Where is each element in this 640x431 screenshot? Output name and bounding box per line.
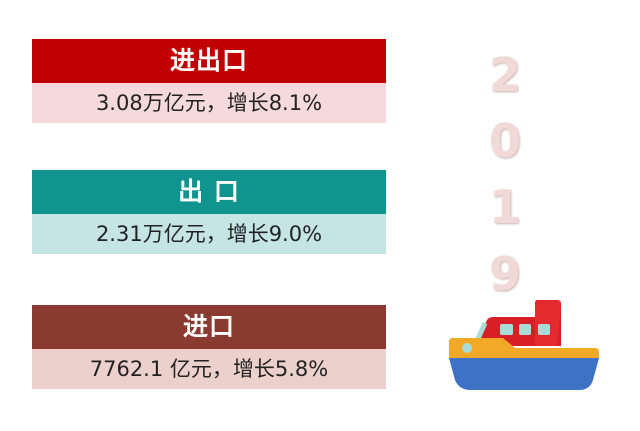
card-detail: 2.31万亿元，增长9.0% <box>32 214 386 254</box>
card-total-trade: 进出口 3.08万亿元，增长8.1% <box>32 39 386 123</box>
card-title: 进口 <box>32 305 386 349</box>
year-digit: 2 <box>488 48 521 102</box>
card-detail: 3.08万亿元，增长8.1% <box>32 83 386 123</box>
card-import: 进口 7762.1 亿元，增长5.8% <box>32 305 386 389</box>
year-digit: 1 <box>488 180 521 234</box>
card-export: 出 口 2.31万亿元，增长9.0% <box>32 170 386 254</box>
year-digit: 0 <box>488 114 521 168</box>
card-title: 出 口 <box>32 170 386 214</box>
ship-icon <box>449 300 599 390</box>
card-title: 进出口 <box>32 39 386 83</box>
year-digit: 9 <box>488 247 521 301</box>
card-detail: 7762.1 亿元，增长5.8% <box>32 349 386 389</box>
